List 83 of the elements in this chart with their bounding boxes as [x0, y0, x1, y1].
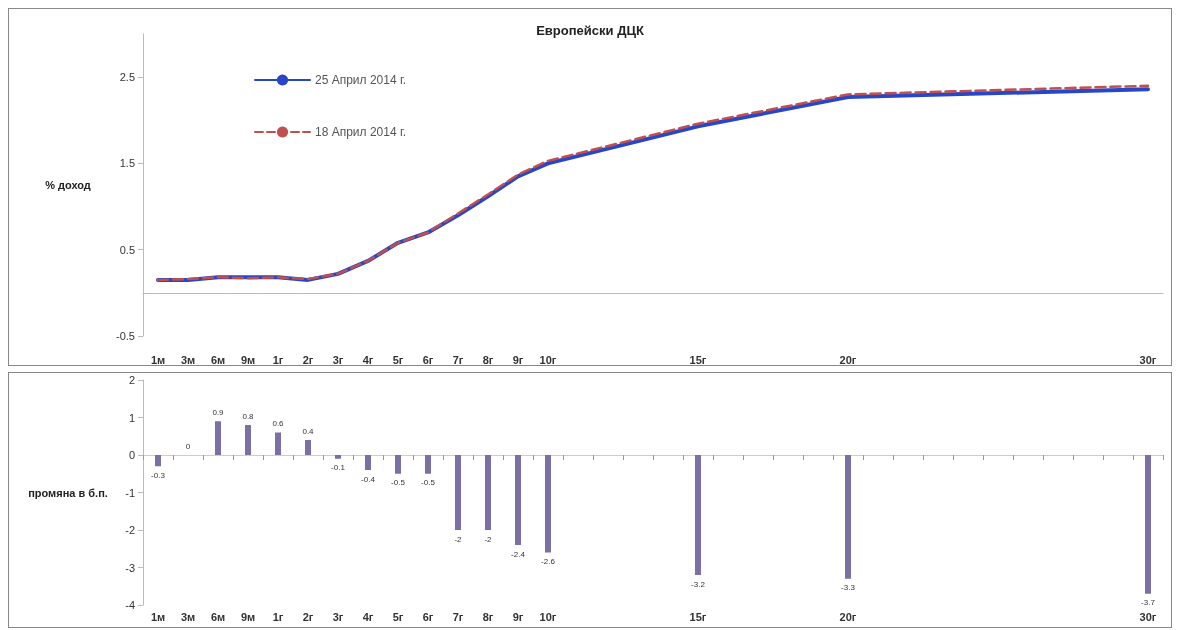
y-tick-label: -2 [125, 524, 135, 536]
data-label: -0.1 [331, 463, 346, 473]
x-tick-label: 15г [689, 353, 707, 366]
x-tick-label: 8г [482, 353, 494, 366]
y-tick-label: -4 [125, 599, 135, 611]
bar [215, 421, 221, 455]
bar [275, 432, 281, 455]
x-tick-label: 3г [332, 610, 344, 623]
bar [1145, 455, 1151, 594]
legend-label: 18 Април 2014 г. [315, 125, 407, 139]
data-label: -2 [454, 534, 463, 544]
x-tick-label: 9г [512, 610, 524, 623]
x-tick-label: 6г [422, 610, 434, 623]
bar [545, 455, 551, 553]
x-tick-label: 1м [150, 610, 166, 623]
x-tick-label: 4г [362, 353, 374, 366]
x-tick-label: 5г [392, 353, 404, 366]
x-tick-label: 20г [839, 353, 857, 366]
y-tick-label: -3 [125, 561, 135, 574]
y-tick-label: -0.5 [116, 330, 135, 342]
data-label: 0 [185, 441, 191, 451]
y-tick-label: 2.5 [119, 71, 135, 84]
data-label: -2 [484, 534, 493, 544]
bar [365, 455, 371, 470]
x-tick-label: 2г [302, 610, 314, 623]
x-tick-label: 10г [539, 353, 557, 366]
y-tick-label: -1 [125, 486, 135, 499]
x-tick-label: 6м [210, 610, 226, 623]
x-tick-label: 6м [210, 353, 226, 366]
bar [425, 455, 431, 474]
bar [455, 455, 461, 530]
y-axis-title: % доход [45, 179, 91, 191]
chart-title: Европейски ДЦК [536, 23, 644, 38]
data-label: 0.8 [242, 411, 255, 421]
data-label: -3.2 [691, 579, 706, 589]
bar [305, 440, 311, 455]
x-tick-label: 3м [180, 353, 196, 366]
x-tick-label: 1г [272, 353, 284, 366]
bar [695, 455, 701, 575]
data-label: -0.5 [421, 478, 436, 488]
x-tick-label: 7г [452, 610, 464, 623]
y-tick-label: 0 [128, 449, 135, 461]
data-label: -2.4 [511, 549, 526, 559]
data-label: -0.3 [151, 470, 166, 480]
data-label: -3.3 [841, 583, 856, 593]
data-label: 0.9 [212, 407, 225, 417]
x-tick-label: 9м [240, 610, 256, 623]
data-label: -0.5 [391, 478, 406, 488]
x-tick-label: 8г [482, 610, 494, 623]
x-tick-label: 3г [332, 353, 344, 366]
data-label: 0.4 [302, 426, 315, 436]
x-tick-label: 2г [302, 353, 314, 366]
x-tick-label: 4г [362, 610, 374, 623]
x-tick-label: 30г [1139, 353, 1157, 366]
y-axis-title: промяна в б.п. [28, 486, 108, 499]
data-label: -0.4 [361, 474, 376, 484]
data-label: -2.6 [541, 557, 556, 566]
x-tick-label: 7г [452, 353, 464, 366]
x-tick-label: 5г [392, 610, 404, 623]
y-tick-label: 2 [128, 374, 135, 386]
x-tick-label: 9г [512, 353, 524, 366]
data-label: 0.6 [272, 419, 285, 428]
bar [335, 455, 341, 459]
x-tick-label: 10г [539, 610, 557, 623]
bar [515, 455, 521, 545]
data-label: -3.7 [1141, 598, 1156, 608]
bar [485, 455, 491, 530]
x-tick-label: 15г [689, 610, 707, 623]
x-tick-label: 1г [272, 610, 284, 623]
x-tick-label: 20г [839, 610, 857, 623]
y-tick-label: 1 [128, 411, 135, 424]
x-tick-label: 1м [150, 353, 166, 366]
bar [395, 455, 401, 474]
x-tick-label: 9м [240, 353, 256, 366]
x-tick-label: 3м [180, 610, 196, 623]
bar [245, 425, 251, 455]
legend-label: 25 Април 2014 г. [315, 73, 407, 87]
bar [845, 455, 851, 579]
x-tick-label: 30г [1139, 610, 1157, 623]
bar [155, 455, 161, 467]
x-tick-label: 6г [422, 353, 434, 366]
y-tick-label: 0.5 [119, 243, 135, 256]
y-tick-label: 1.5 [119, 157, 135, 170]
